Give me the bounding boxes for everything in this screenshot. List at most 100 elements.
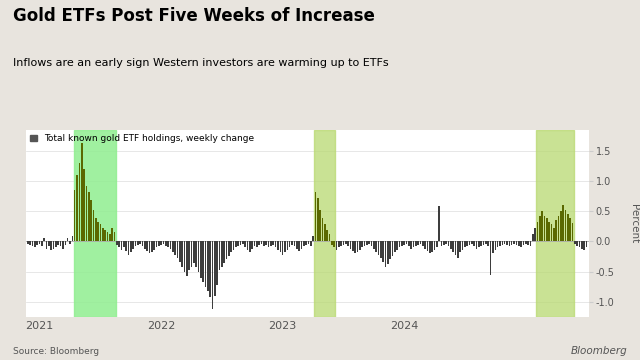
Bar bbox=[305, 241, 307, 245]
Bar bbox=[483, 241, 484, 245]
Bar bbox=[69, 241, 71, 244]
Bar bbox=[177, 241, 179, 258]
Bar bbox=[516, 241, 517, 245]
Bar bbox=[72, 237, 73, 241]
Bar bbox=[579, 241, 580, 247]
Bar bbox=[536, 222, 538, 241]
Bar bbox=[181, 241, 183, 267]
Bar bbox=[209, 241, 211, 297]
Bar bbox=[65, 241, 66, 245]
Bar bbox=[564, 210, 566, 241]
Bar bbox=[74, 190, 76, 241]
Bar bbox=[541, 211, 543, 241]
Bar bbox=[132, 241, 134, 248]
Bar bbox=[134, 241, 136, 246]
Bar bbox=[342, 241, 344, 245]
Y-axis label: Percent: Percent bbox=[628, 203, 639, 243]
Bar bbox=[356, 241, 358, 252]
Bar bbox=[81, 144, 83, 241]
Bar bbox=[317, 198, 319, 241]
Bar bbox=[497, 241, 499, 247]
Bar bbox=[41, 241, 43, 246]
Bar bbox=[212, 241, 213, 309]
Bar bbox=[509, 241, 510, 246]
Bar bbox=[165, 241, 166, 246]
Bar bbox=[434, 241, 435, 250]
Bar bbox=[394, 241, 396, 252]
Bar bbox=[266, 241, 267, 245]
Bar bbox=[277, 241, 279, 250]
Bar bbox=[90, 200, 92, 241]
Bar bbox=[296, 241, 298, 248]
Bar bbox=[481, 241, 482, 246]
Bar bbox=[216, 241, 218, 285]
Bar bbox=[424, 241, 426, 248]
Bar bbox=[335, 241, 337, 250]
Bar bbox=[389, 241, 391, 260]
Bar bbox=[499, 241, 501, 246]
Bar bbox=[154, 241, 155, 250]
Bar bbox=[366, 241, 367, 245]
Bar bbox=[378, 241, 380, 255]
Bar bbox=[53, 241, 54, 248]
Bar bbox=[548, 222, 550, 241]
Bar bbox=[413, 241, 414, 247]
Bar bbox=[44, 238, 45, 241]
Bar bbox=[158, 241, 159, 246]
Bar bbox=[539, 216, 541, 241]
Bar bbox=[364, 241, 365, 246]
Bar bbox=[97, 222, 99, 241]
Bar bbox=[368, 241, 370, 244]
Bar bbox=[144, 241, 146, 248]
Bar bbox=[58, 241, 59, 245]
Bar bbox=[543, 216, 545, 241]
Bar bbox=[452, 241, 454, 252]
Bar bbox=[83, 169, 85, 241]
Bar bbox=[254, 241, 255, 246]
Bar bbox=[457, 241, 459, 258]
Bar bbox=[244, 241, 246, 247]
Bar bbox=[492, 241, 494, 253]
Bar bbox=[207, 241, 209, 291]
Bar bbox=[460, 241, 461, 252]
Bar bbox=[39, 241, 40, 244]
Bar bbox=[546, 219, 548, 241]
Bar bbox=[536, 130, 573, 317]
Bar bbox=[228, 241, 230, 256]
Bar bbox=[303, 241, 305, 246]
Bar bbox=[443, 241, 445, 245]
Bar bbox=[34, 241, 36, 247]
Bar bbox=[32, 241, 33, 246]
Bar bbox=[326, 230, 328, 241]
Bar bbox=[141, 241, 143, 246]
Bar bbox=[352, 241, 353, 251]
Bar bbox=[576, 241, 578, 246]
Bar bbox=[36, 241, 38, 245]
Bar bbox=[67, 238, 68, 241]
Bar bbox=[406, 241, 407, 244]
Bar bbox=[408, 241, 410, 246]
Bar bbox=[474, 241, 475, 246]
Bar bbox=[55, 241, 57, 247]
Bar bbox=[518, 241, 520, 246]
Bar bbox=[102, 228, 104, 241]
Bar bbox=[375, 241, 377, 252]
Bar bbox=[478, 241, 480, 247]
Bar bbox=[338, 241, 340, 247]
Bar bbox=[163, 241, 164, 244]
Bar bbox=[88, 192, 90, 241]
Bar bbox=[438, 206, 440, 241]
Bar bbox=[62, 241, 64, 248]
Bar bbox=[448, 241, 449, 246]
Bar bbox=[570, 219, 571, 241]
Bar bbox=[488, 241, 489, 246]
Bar bbox=[315, 192, 316, 241]
Bar bbox=[127, 241, 129, 255]
Bar bbox=[422, 241, 424, 246]
Bar bbox=[445, 241, 447, 244]
Bar bbox=[170, 241, 172, 248]
Bar bbox=[534, 228, 536, 241]
Bar bbox=[268, 241, 269, 247]
Bar bbox=[392, 241, 394, 256]
Bar bbox=[137, 241, 139, 245]
